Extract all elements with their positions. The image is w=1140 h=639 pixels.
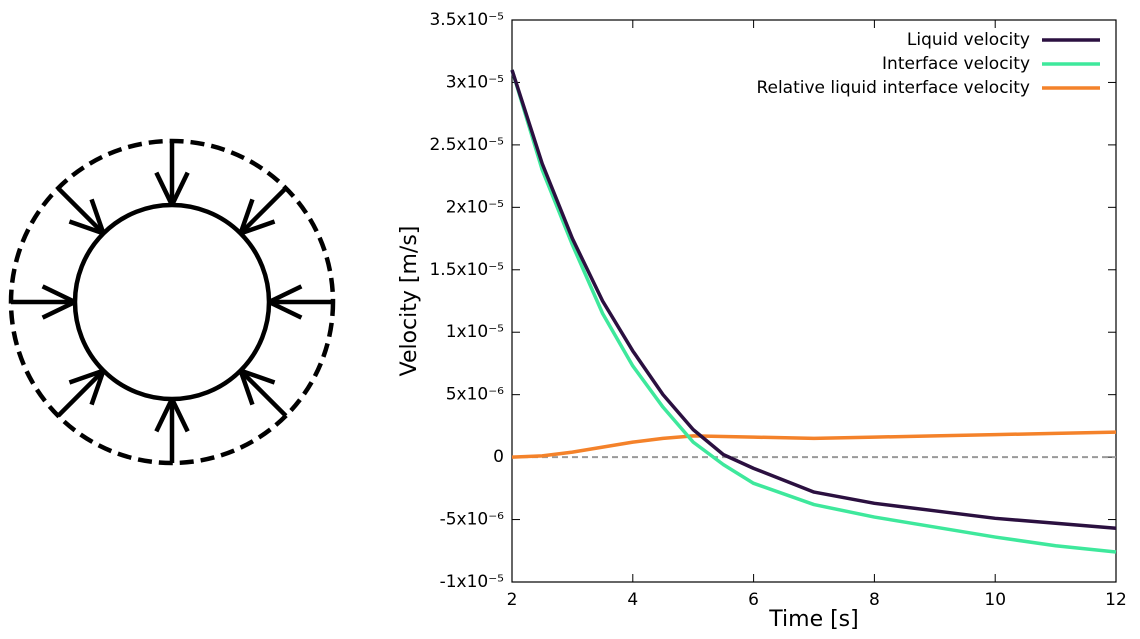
arrow-head	[268, 299, 303, 320]
y-tick-label: 3x10⁻⁵	[446, 72, 504, 92]
arrow-shaft	[238, 186, 288, 236]
y-tick-label: -5x10⁻⁶	[440, 510, 505, 530]
data-line	[510, 69, 1117, 531]
plot-frame	[511, 19, 1117, 583]
arrow-head	[268, 284, 303, 305]
x-tick-label: 10	[984, 590, 1006, 610]
arrow-head	[41, 284, 76, 305]
y-tick-label: 1.5x10⁻⁵	[429, 260, 504, 280]
arrow-head	[89, 198, 106, 235]
x-tick-label: 8	[869, 590, 880, 610]
arrow-head	[68, 219, 105, 236]
arrow-shaft	[238, 368, 288, 418]
x-tick-label: 12	[1105, 590, 1127, 610]
arrow-head	[238, 198, 255, 235]
y-tick-label: 1x10⁻⁵	[446, 322, 504, 342]
arrow-head	[169, 398, 190, 433]
y-tick-label: 3.5x10⁻⁵	[429, 10, 504, 30]
arrow-head	[239, 219, 276, 236]
arrow-head	[239, 368, 276, 385]
y-tick-label: -1x10⁻⁵	[440, 572, 504, 592]
arrow-head	[154, 171, 175, 206]
legend-label: Relative liquid interface velocity	[756, 78, 1030, 98]
x-tick-label: 6	[748, 590, 759, 610]
legend-label: Liquid velocity	[907, 30, 1030, 50]
y-tick-label: 2x10⁻⁵	[446, 197, 504, 217]
y-tick-label: 2.5x10⁻⁵	[429, 135, 504, 155]
legend-label: Interface velocity	[882, 54, 1030, 74]
x-tick-label: 4	[627, 590, 638, 610]
arrow-head	[68, 368, 105, 385]
inner-boundary	[72, 202, 272, 402]
data-line	[511, 430, 1117, 459]
y-tick-label: 5x10⁻⁶	[446, 385, 504, 405]
arrow-shaft	[56, 368, 106, 418]
y-tick-label: 0	[493, 447, 504, 467]
arrow-head	[154, 398, 175, 433]
x-tick-label: 2	[507, 590, 518, 610]
arrow-head	[41, 299, 76, 320]
arrow-head	[89, 369, 106, 406]
data-line	[510, 69, 1117, 554]
arrow-head	[169, 171, 190, 206]
arrow-shaft	[56, 186, 106, 236]
x-axis-title: Time [s]	[768, 607, 858, 632]
y-axis-title: Velocity [m/s]	[397, 226, 422, 377]
arrow-head	[238, 369, 255, 406]
compression-diagram	[8, 138, 336, 466]
